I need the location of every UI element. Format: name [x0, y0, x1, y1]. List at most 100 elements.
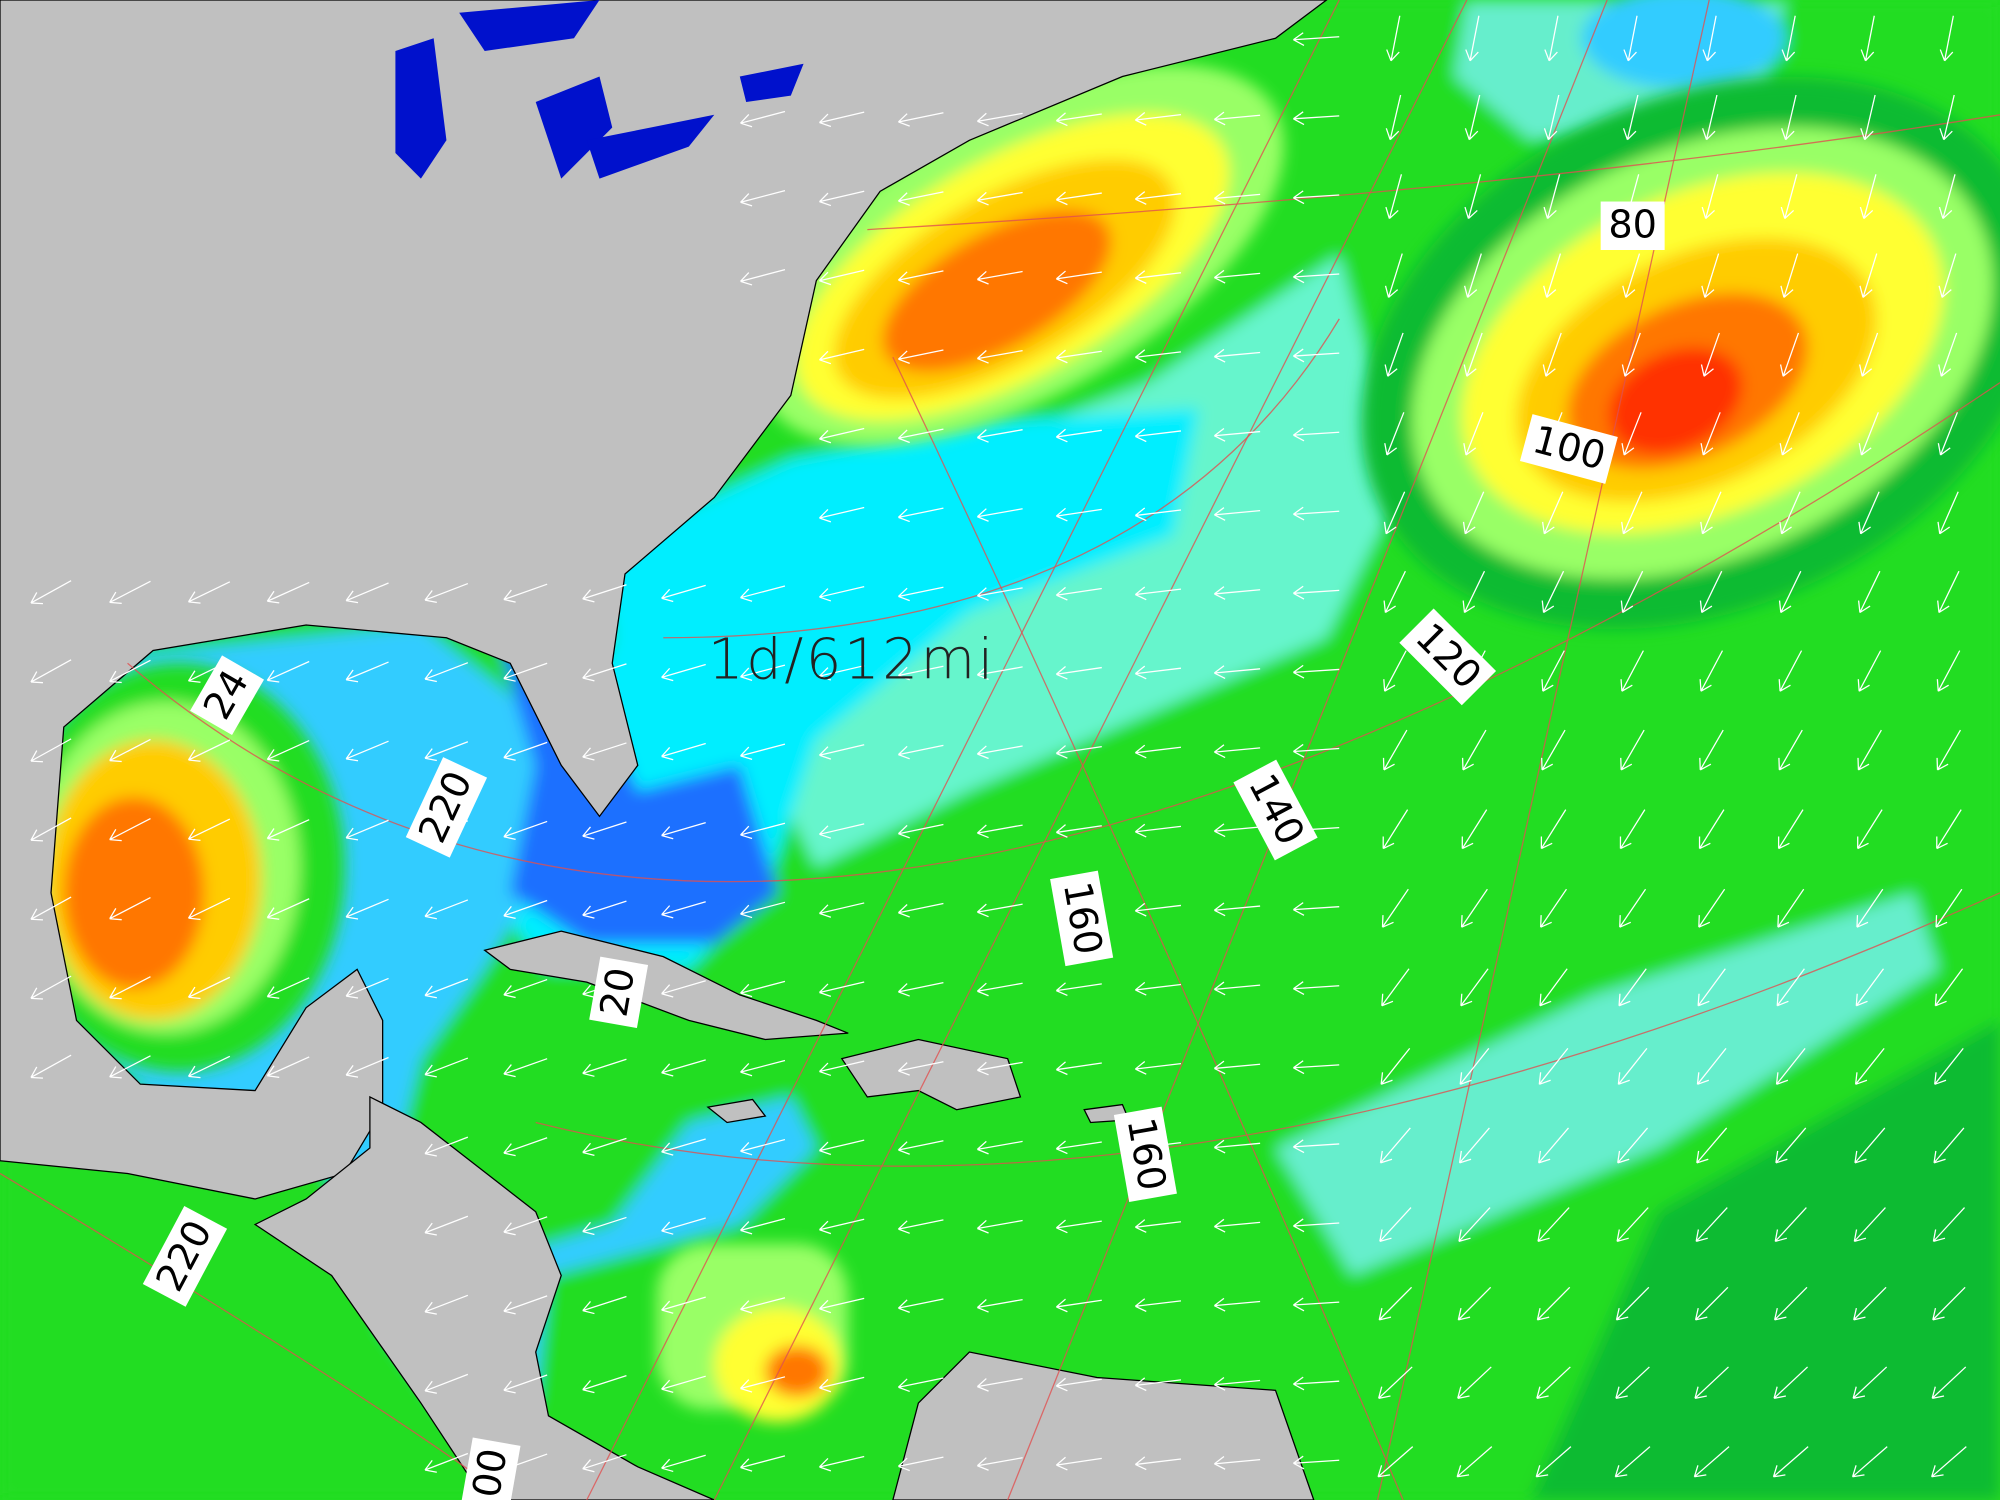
- arrow: [1698, 809, 1725, 850]
- arrow-shape: [1055, 112, 1102, 127]
- arrow: [1457, 1286, 1492, 1321]
- arrow-shape: [1772, 1446, 1809, 1478]
- arrow-shape: [1936, 650, 1961, 692]
- arrow: [1465, 15, 1480, 62]
- arrow-shape: [661, 663, 706, 682]
- storm-core: [63, 797, 205, 989]
- arrow: [1213, 1456, 1261, 1470]
- arrow: [1055, 1377, 1102, 1392]
- arrow: [1932, 1207, 1966, 1242]
- arrow-shape: [1213, 1218, 1261, 1233]
- arrow-shape: [1055, 507, 1102, 522]
- arrow: [1384, 332, 1404, 377]
- arrow-shape: [1134, 1061, 1182, 1075]
- arrow: [1461, 809, 1488, 850]
- arrow-shape: [661, 742, 706, 761]
- arrow-shape: [1693, 1446, 1730, 1478]
- arrow-shape: [30, 580, 72, 605]
- arrow: [1696, 1047, 1727, 1085]
- arrow: [1622, 253, 1641, 298]
- arrow-shape: [1859, 253, 1878, 298]
- aqua-band: [1275, 892, 1939, 1276]
- arrow: [819, 506, 865, 523]
- arrow-shape: [1934, 1047, 1964, 1085]
- arrow: [1540, 809, 1567, 850]
- arrow-shape: [740, 189, 786, 207]
- arrow: [1701, 174, 1719, 220]
- central-america: [253, 1095, 715, 1500]
- label-box: [1600, 201, 1665, 250]
- arrow-shape: [740, 1376, 786, 1393]
- arrow-shape: [503, 741, 548, 761]
- arrow: [1772, 1446, 1809, 1478]
- arrow: [1932, 1286, 1966, 1321]
- arrow-shape: [1538, 1047, 1569, 1085]
- arrow: [819, 1060, 865, 1077]
- arrow-shape: [1852, 1366, 1888, 1399]
- arrow: [740, 189, 786, 207]
- arrow-shape: [1293, 585, 1340, 600]
- arrow-shape: [976, 349, 1023, 364]
- arrow-shape: [897, 1377, 944, 1393]
- arrow: [1778, 650, 1803, 692]
- arrow-shape: [1937, 491, 1959, 535]
- arrow: [1780, 174, 1798, 220]
- arrow: [819, 1297, 865, 1314]
- arrow: [1458, 1127, 1490, 1164]
- arrow-shape: [1461, 809, 1488, 850]
- arrow-shape: [1854, 1047, 1885, 1085]
- arrow-shape: [424, 1215, 469, 1236]
- arrow-shape: [740, 980, 786, 998]
- arrow-shape: [1463, 412, 1484, 456]
- arrow: [1619, 888, 1647, 928]
- arrow-shape: [1775, 1127, 1807, 1164]
- arrow: [345, 582, 389, 604]
- arrow: [1541, 729, 1566, 771]
- arrow-shape: [1702, 15, 1717, 62]
- arrow: [819, 427, 865, 444]
- arrow-shape: [1778, 729, 1803, 771]
- land: [0, 0, 1328, 1500]
- arrow-shape: [1541, 729, 1566, 771]
- arrow: [1383, 650, 1407, 692]
- arrow: [661, 663, 706, 682]
- arrow-shape: [582, 1216, 627, 1236]
- arrow-shape: [1699, 729, 1724, 771]
- arrow-shape: [1619, 888, 1647, 928]
- arrow: [1134, 1219, 1182, 1233]
- arrow-shape: [1543, 94, 1560, 141]
- arrow: [819, 1376, 865, 1393]
- arrow: [740, 1455, 786, 1472]
- arrow-shape: [503, 820, 548, 840]
- arrow-shape: [187, 818, 231, 842]
- arrow-shape: [1779, 412, 1800, 456]
- arrow-shape: [897, 1140, 944, 1155]
- arrow-shape: [109, 897, 151, 921]
- arrow-shape: [1622, 253, 1641, 298]
- arrow: [976, 429, 1023, 443]
- arrow-shape: [976, 1061, 1023, 1076]
- arrow-shape: [1773, 1366, 1809, 1399]
- arrow: [976, 191, 1023, 206]
- arrow-shape: [1383, 650, 1407, 692]
- arrow: [976, 1298, 1023, 1313]
- arrow-shape: [187, 897, 231, 921]
- arrow-shape: [424, 1294, 469, 1315]
- arrow: [1541, 491, 1564, 535]
- arrow-shape: [1939, 94, 1955, 141]
- arrow-shape: [819, 269, 865, 286]
- arrow: [740, 1376, 786, 1393]
- arrow: [661, 1296, 706, 1314]
- arrow: [1456, 1446, 1493, 1478]
- arrow: [30, 659, 72, 684]
- storm-core: [882, 209, 1111, 372]
- arrow-shape: [897, 112, 944, 127]
- arrow: [1463, 412, 1484, 456]
- arrow-shape: [582, 900, 627, 919]
- arrow-shape: [976, 191, 1023, 206]
- arrow: [1134, 665, 1182, 680]
- label-box: [1050, 870, 1114, 967]
- arrow-shape: [1939, 15, 1954, 62]
- storm-core: [1608, 347, 1743, 454]
- arrow-shape: [1055, 1377, 1102, 1392]
